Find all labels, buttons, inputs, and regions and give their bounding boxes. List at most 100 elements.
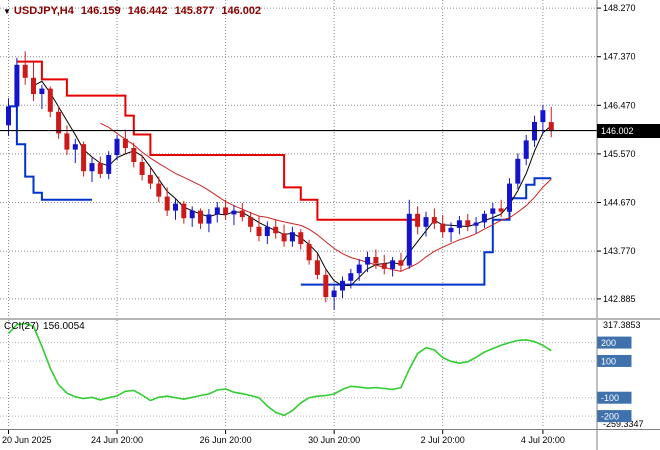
ohlc-open: 146.159 [80, 5, 121, 17]
red-trail-line [16, 60, 418, 221]
cci-level-badge [597, 391, 632, 404]
candle-body [97, 163, 103, 174]
candle-body [481, 213, 487, 223]
candle-body [206, 214, 212, 224]
candle-body [390, 260, 396, 269]
price-axis-label: 143.770 [603, 246, 636, 256]
cci-level-badge-label: 200 [601, 338, 616, 348]
cci-level-badge-label: 100 [601, 356, 616, 366]
candle-body [523, 140, 529, 159]
candle-body [198, 210, 203, 224]
candle-body [365, 257, 371, 265]
candle-body [231, 210, 237, 215]
candle-body [72, 144, 78, 150]
candle-body [31, 77, 36, 94]
candle-body [239, 210, 245, 218]
candle-body [181, 203, 187, 219]
price-axis-label: 148.270 [603, 3, 636, 13]
candle-body [348, 273, 354, 281]
current-price-badge: 146.002 [597, 123, 660, 138]
cci-level-badge [597, 336, 632, 349]
candle-body [131, 148, 137, 162]
price-axis-label: 147.370 [603, 52, 636, 62]
cci-level-badge [597, 410, 632, 423]
candle-body [373, 257, 379, 264]
panel-separator [0, 318, 660, 320]
cci-axis-max: 317.3853 [603, 320, 641, 330]
candle-body [490, 208, 496, 214]
current-price-value: 146.002 [601, 125, 634, 136]
symbol-label: USDJPY,H4 [13, 5, 74, 17]
candle-body [139, 162, 145, 175]
candle-body [223, 207, 229, 215]
candle-body [473, 222, 479, 226]
candle-body [532, 122, 537, 141]
candle-body [39, 88, 45, 94]
cci-level-badge [597, 354, 632, 367]
candle-body [14, 64, 20, 107]
cci-line [7, 322, 552, 417]
candle-body [22, 64, 28, 78]
ohlc-low: 145.877 [174, 5, 215, 17]
ohlc-close: 146.002 [221, 5, 262, 17]
candle-body [64, 133, 70, 150]
price-axis-label: 144.670 [603, 198, 636, 208]
cci-level-badge-label: -200 [601, 412, 619, 422]
candle-body [548, 122, 554, 131]
candle-body [507, 183, 512, 212]
chart-title: ▼ USDJPY,H4 146.159 146.442 145.877 146.0… [3, 5, 265, 17]
candle-body [89, 163, 95, 172]
candle-body [314, 260, 320, 275]
candle-body [298, 232, 304, 245]
candle-body [515, 158, 521, 184]
candle-body [423, 217, 429, 227]
candle-body [6, 106, 11, 126]
candle-body [398, 260, 404, 266]
ma-slow-line [100, 122, 552, 272]
price-axis-label: 146.470 [603, 100, 636, 110]
candle-body [114, 138, 120, 155]
price-axis-label: 145.570 [603, 149, 636, 159]
time-axis-label: 2 Jul 20:00 [421, 435, 465, 445]
candle-body [256, 226, 262, 236]
candle-body [47, 88, 53, 112]
candle-body [415, 213, 421, 227]
candle-body [248, 217, 254, 227]
candle-body [106, 155, 112, 174]
time-axis-label: 30 Jun 20:00 [308, 435, 360, 445]
candle-body [431, 217, 437, 224]
candle-body [81, 144, 87, 172]
candle-body [323, 274, 329, 297]
cci-axis-min: -259.3347 [603, 419, 644, 429]
time-axis-label: 20 Jun 2025 [2, 435, 52, 445]
blue-trail-line [8, 105, 92, 201]
ma-fast-line [33, 80, 552, 287]
candle-body [164, 196, 170, 211]
candle-body [406, 213, 412, 266]
price-axis-label: 142.885 [603, 294, 636, 304]
cci-level-badge-label: -100 [601, 393, 619, 403]
candle-body [281, 233, 287, 242]
indicator-value: 156.0054 [43, 321, 85, 332]
symbol-dropdown-icon[interactable]: ▼ [3, 7, 11, 16]
candle-body [465, 220, 471, 226]
candle-body [448, 227, 454, 233]
candle-body [156, 183, 162, 197]
candle-body [381, 263, 387, 269]
candles [6, 51, 554, 310]
candle-body [56, 111, 62, 134]
candle-body [498, 208, 504, 212]
time-axis-label: 26 Jun 20:00 [200, 435, 252, 445]
candle-body [340, 280, 345, 291]
candle-body [147, 175, 153, 184]
candle-body [306, 244, 312, 261]
ohlc-high: 146.442 [127, 5, 168, 17]
candle-body [440, 223, 446, 233]
candle-body [189, 210, 195, 219]
candle-body [122, 138, 128, 148]
candle-body [456, 220, 462, 228]
candle-body [214, 207, 220, 215]
candle-body [356, 264, 362, 274]
